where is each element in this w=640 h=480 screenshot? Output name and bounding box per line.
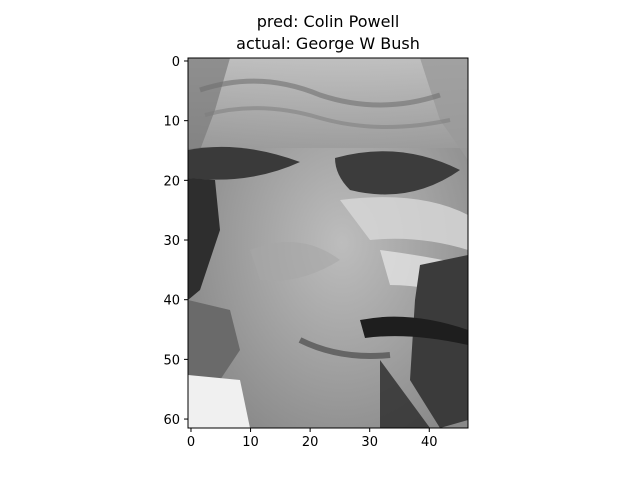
x-tick-label: 20 (302, 435, 319, 450)
y-tick-label: 0 (172, 55, 180, 70)
title-line-1: pred: Colin Powell (257, 12, 400, 31)
y-tick-label: 20 (163, 174, 180, 189)
face-image (188, 58, 468, 428)
y-axis: 0 10 20 30 40 50 60 (163, 55, 188, 428)
x-tick-label: 10 (242, 435, 259, 450)
x-tick-label: 30 (361, 435, 378, 450)
x-tick-label: 40 (421, 435, 438, 450)
y-tick-label: 50 (163, 353, 180, 368)
axes-frame (187, 57, 469, 429)
y-tick-label: 40 (163, 294, 180, 309)
title-line-2: actual: George W Bush (236, 34, 420, 53)
x-axis: 0 10 20 30 40 (187, 428, 438, 450)
y-tick-label: 60 (163, 413, 180, 428)
y-tick-label: 30 (163, 234, 180, 249)
y-tick-label: 10 (163, 115, 180, 130)
x-tick-label: 0 (187, 435, 195, 450)
